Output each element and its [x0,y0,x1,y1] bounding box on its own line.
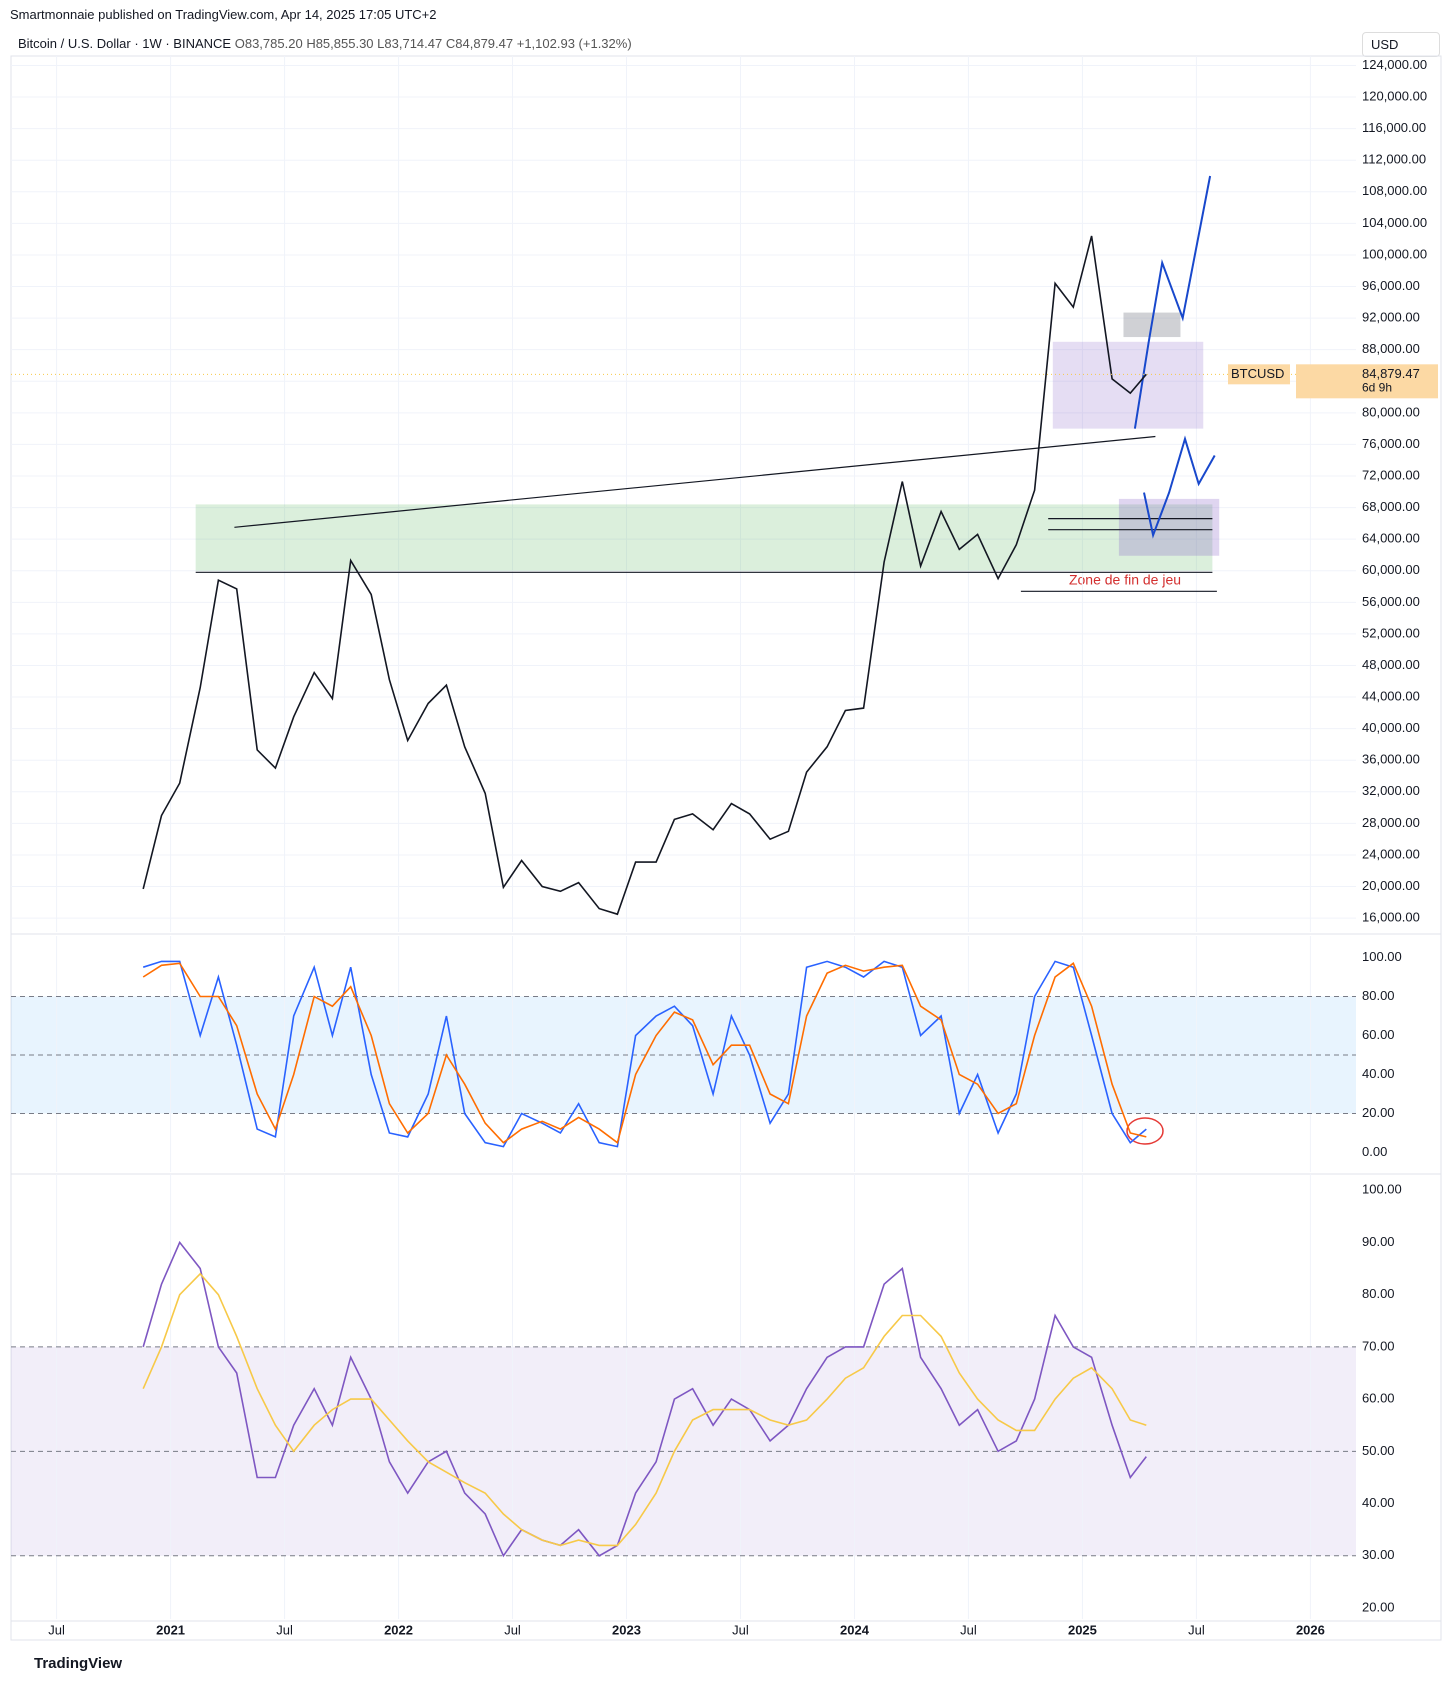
y-tick-label: 72,000.00 [1362,467,1420,482]
y-tick-label: 60,000.00 [1362,562,1420,577]
y-tick-label: 88,000.00 [1362,341,1420,356]
x-tick-label: 2023 [612,1622,641,1637]
y-tick-label: 76,000.00 [1362,436,1420,451]
y-tick-label: 104,000.00 [1362,215,1427,230]
y-tick-label: 96,000.00 [1362,278,1420,293]
ohlc-low: L83,714.47 [377,36,443,51]
ohlc-high: H85,855.30 [306,36,374,51]
ohlc-close: C84,879.47 [445,36,514,51]
y-tick-label: 100.00 [1362,1182,1402,1197]
y-tick-label: 90.00 [1362,1234,1395,1249]
symbol-bar: Bitcoin / U.S. Dollar · 1W · BINANCE O83… [18,36,632,51]
zone [1052,341,1204,429]
y-tick-label: 120,000.00 [1362,88,1427,103]
published: Smartmonnaie published on TradingView.co… [10,7,437,22]
y-tick-label: 124,000.00 [1362,57,1427,72]
y-tick-label: 20.00 [1362,1105,1395,1120]
series-line [142,960,1147,1148]
x-tick-label: 2022 [384,1622,413,1637]
price-tag-countdown: 6d 9h [1362,380,1392,394]
y-tick-label: 44,000.00 [1362,688,1420,703]
price-tag-box [1296,364,1438,399]
y-tick-label: 80.00 [1362,988,1395,1003]
y-tick-label: 50.00 [1362,1443,1395,1458]
change: +1,102.93 (+1.32%) [516,36,632,51]
x-tick-label: Jul [960,1622,977,1637]
zone [1118,498,1220,556]
series-line [142,1272,1147,1547]
y-tick-label: 80.00 [1362,1286,1395,1301]
drawing-line [1133,175,1212,429]
y-tick-label: 60.00 [1362,1027,1395,1042]
y-tick-label: 24,000.00 [1362,846,1420,861]
y-tick-label: 40,000.00 [1362,720,1420,735]
y-tick-label: 28,000.00 [1362,815,1420,830]
y-tick-label: 70.00 [1362,1338,1395,1353]
y-tick-label: 30.00 [1362,1547,1395,1562]
y-tick-label: 0.00 [1362,1144,1387,1159]
x-tick-label: 2026 [1296,1622,1325,1637]
ohlc-open: O83,785.20 [234,36,303,51]
drawing-line [1143,435,1216,539]
y-tick-label: 68,000.00 [1362,499,1420,514]
y-tick-label: 16,000.00 [1362,910,1420,925]
y-tick-label: 116,000.00 [1362,120,1426,135]
frame [10,55,1442,1641]
panel: 20.00 30.00 40.00 50.00 60.00 70.00 80.00 90.00… [11,1174,1441,1637]
x-tick-label: Jul [1188,1622,1205,1637]
symbol-tag-box [1228,364,1290,385]
circle-marker [1126,1117,1164,1145]
y-tick-label: 40.00 [1362,1066,1395,1081]
symbol: Bitcoin / U.S. Dollar · 1W · BINANCE [18,36,232,51]
y-tick-label: 92,000.00 [1362,310,1420,325]
y-tick-label: 40.00 [1362,1495,1395,1510]
annotation: Zone de fin de jeu [1069,572,1181,588]
drawing-line [234,435,1156,528]
y-tick-label: 48,000.00 [1362,657,1420,672]
y-tick-label: 56,000.00 [1362,594,1420,609]
y-tick-label: 32,000.00 [1362,783,1420,798]
price-tag-symbol: BTCUSD [1231,366,1284,381]
x-tick-label: 2025 [1068,1622,1097,1637]
y-tick-label: 112,000.00 [1362,152,1426,167]
x-tick-label: Jul [504,1622,521,1637]
footer-brand: TradingView [34,1655,122,1672]
y-tick-label: 20.00 [1362,1599,1395,1614]
y-tick-label: 60.00 [1362,1391,1395,1406]
y-tick-label: 20,000.00 [1362,878,1420,893]
price-tag-value: 84,879.47 [1362,366,1420,381]
x-tick-label: Jul [276,1622,293,1637]
zone [195,504,1213,571]
y-tick-label: 100,000.00 [1362,246,1427,261]
y-tick-label: 108,000.00 [1362,183,1427,198]
y-tick-label: 36,000.00 [1362,752,1420,767]
y-tick-label: 52,000.00 [1362,625,1420,640]
panel: 16,000.00 20,000.00 24,000.00 28,000.00 32,0… [11,56,1441,935]
x-tick-label: Jul [48,1622,65,1637]
series-line [142,1240,1147,1558]
x-tick-label: 2024 [840,1622,870,1637]
x-tick-label: 2021 [156,1622,185,1637]
series-line [142,235,1147,916]
y-tick-label: 64,000.00 [1362,531,1420,546]
x-tick-label: Jul [732,1622,749,1637]
y-tick-label: 80,000.00 [1362,404,1420,419]
series-line [142,962,1147,1145]
y-tick-label: 100.00 [1362,949,1402,964]
panel: 0.00 20.00 40.00 60.00 80.00 100.00 [11,936,1441,1175]
